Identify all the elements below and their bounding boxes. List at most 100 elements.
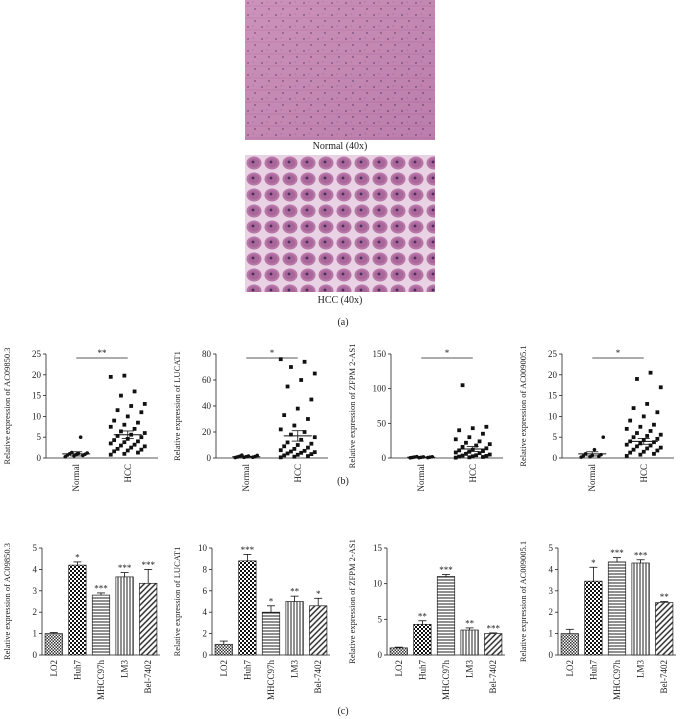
y-tick-label: 0 xyxy=(37,453,42,463)
x-tick-label: Bel-7402 xyxy=(313,660,323,694)
data-point xyxy=(112,418,117,423)
x-tick-label: Huh7 xyxy=(242,660,252,680)
data-point xyxy=(115,446,120,451)
data-point xyxy=(129,404,134,408)
bar-chart-ac09850-3: Relative expression of AC09850.3 0 1 2 3 4 5 LO… xyxy=(2,543,160,700)
y-tick-label: 0 xyxy=(553,453,558,463)
data-point xyxy=(460,453,465,458)
bar xyxy=(484,633,503,656)
data-point xyxy=(641,414,646,419)
bar xyxy=(115,576,134,656)
data-point xyxy=(655,410,660,415)
y-tick-label: 0 xyxy=(549,650,554,660)
y-tick-label: 3 xyxy=(33,586,38,596)
data-point xyxy=(289,365,293,369)
data-point xyxy=(309,452,314,456)
data-point xyxy=(278,448,283,453)
data-point xyxy=(285,440,290,445)
y-axis-label: Relative expression of ZFPM 2-AS1 xyxy=(347,344,357,469)
significance-label: * xyxy=(316,589,321,599)
data-point xyxy=(302,430,307,434)
data-point xyxy=(645,402,650,406)
y-tick-label: 15 xyxy=(548,391,558,401)
data-point xyxy=(289,432,293,437)
data-point xyxy=(278,455,283,460)
y-axis-label: Relative expression of LUCAT1 xyxy=(172,547,182,657)
data-point xyxy=(635,377,639,381)
scatter-chart-zfpm2-as1: Relative expression of ZFPM 2-AS1 0 50 100 1… xyxy=(347,344,503,492)
data-point xyxy=(278,427,283,432)
data-point xyxy=(460,445,465,449)
data-point xyxy=(638,441,643,446)
data-point xyxy=(648,370,653,375)
data-point xyxy=(122,440,127,445)
data-point xyxy=(457,448,462,453)
data-point xyxy=(638,452,643,457)
data-point xyxy=(648,429,653,433)
y-tick-label: 1 xyxy=(33,629,38,639)
x-tick-label: Bel-7402 xyxy=(659,660,669,694)
bar xyxy=(584,580,603,656)
x-tick-label: LO2 xyxy=(565,660,575,677)
data-point xyxy=(132,442,137,447)
data-point xyxy=(122,422,127,427)
data-point xyxy=(306,454,310,458)
data-point xyxy=(292,423,297,428)
histology-normal-image xyxy=(245,0,435,140)
data-point xyxy=(282,413,287,417)
bar xyxy=(44,633,63,656)
data-point xyxy=(136,439,140,444)
data-point xyxy=(295,443,300,447)
data-point xyxy=(487,452,492,457)
normal-image-caption: Normal (40x) xyxy=(312,141,368,152)
data-point xyxy=(658,445,663,450)
y-tick-label: 10 xyxy=(198,543,208,553)
y-tick-label: 50 xyxy=(377,418,387,428)
y-tick-label: 2 xyxy=(549,607,554,617)
bar xyxy=(655,602,674,656)
x-tick-label: Bel-7402 xyxy=(143,660,153,694)
x-tick-label: HCC xyxy=(468,464,478,483)
data-point xyxy=(645,434,650,438)
y-tick-label: 0 xyxy=(378,650,383,660)
data-point xyxy=(474,443,479,448)
data-point xyxy=(645,446,650,451)
bar xyxy=(238,560,257,656)
data-point xyxy=(285,384,290,389)
data-point xyxy=(122,451,127,456)
x-tick-label: Bel-7402 xyxy=(488,660,498,694)
significance-label: ** xyxy=(660,592,670,602)
x-tick-label: LM3 xyxy=(465,660,475,679)
x-tick-label: Normal xyxy=(71,464,81,492)
data-point xyxy=(592,447,597,452)
data-point xyxy=(655,436,660,441)
data-point xyxy=(309,397,314,402)
data-point xyxy=(624,454,629,458)
data-point xyxy=(453,450,458,455)
y-tick-label: 6 xyxy=(203,586,208,596)
x-tick-label: LM3 xyxy=(290,660,300,679)
y-tick-label: 0 xyxy=(33,650,38,660)
data-point xyxy=(467,455,472,460)
histology-hcc-image xyxy=(245,155,435,292)
scatter-chart-lucat1: Relative expression of LUCAT1 0 20 40 60 80 No… xyxy=(172,348,328,492)
x-tick-label: HCC xyxy=(293,464,303,483)
y-tick-label: 100 xyxy=(373,384,387,394)
data-point xyxy=(139,410,144,415)
data-point xyxy=(457,428,462,433)
significance-label: * xyxy=(445,348,450,358)
bar xyxy=(68,564,87,656)
data-point xyxy=(470,426,475,431)
bar xyxy=(436,576,456,656)
x-tick-label: Huh7 xyxy=(417,660,427,680)
data-point xyxy=(635,431,639,435)
data-point xyxy=(474,453,479,458)
data-point xyxy=(306,445,310,450)
scatter-chart-ac09850-3: Relative expression of AC09850.3 0 5 10 15 20… xyxy=(2,347,158,492)
y-tick-label: 8 xyxy=(203,564,208,574)
y-tick-label: 20 xyxy=(548,370,558,380)
data-point xyxy=(464,451,468,456)
data-point xyxy=(312,435,317,440)
x-tick-label: LM3 xyxy=(636,660,646,679)
data-point xyxy=(119,393,123,398)
